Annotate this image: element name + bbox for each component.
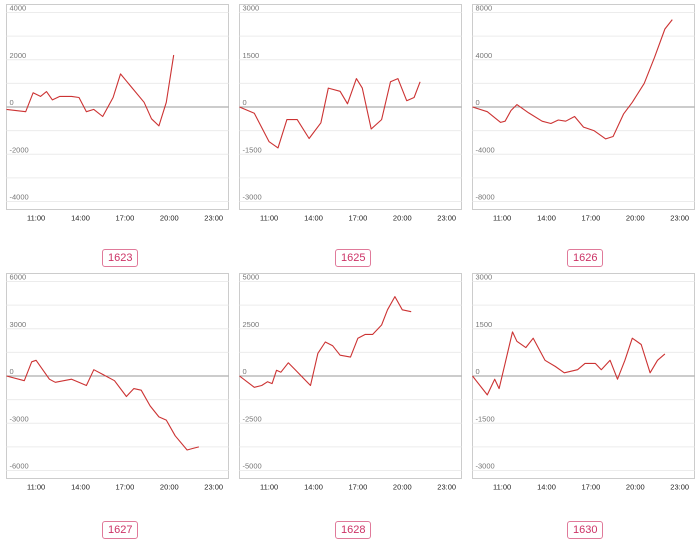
x-tick-label: 23:00	[670, 483, 689, 492]
y-tick-label: 0	[243, 98, 247, 107]
code-badge[interactable]: 1623	[102, 249, 139, 267]
y-tick-label: 8000	[476, 4, 493, 13]
code-badge[interactable]: 1630	[567, 521, 604, 539]
y-tick-label: 0	[10, 98, 14, 107]
x-tick-label: 11:00	[260, 214, 278, 223]
series-line	[472, 331, 666, 396]
y-tick-label: 0	[476, 98, 480, 107]
y-tick-label: -1500	[243, 145, 262, 154]
y-tick-label: -4000	[476, 145, 495, 154]
y-tick-label: -8000	[476, 193, 495, 202]
x-tick-label: 20:00	[393, 214, 412, 223]
chart-panel-1627: 6000 3000 0 -3000 -6000 11:00 14:00 17:00 20:00 2…	[6, 273, 230, 496]
y-tick-label: 0	[10, 367, 14, 376]
x-tick-label: 11:00	[27, 483, 45, 492]
y-tick-label: 4000	[476, 51, 493, 60]
x-tick-label: 20:00	[160, 483, 179, 492]
chart-svg-1625: 3000 1500 0 -1500 -3000 11:00 14:00 17:00 20:00 2…	[239, 4, 462, 223]
x-tick-label: 23:00	[670, 214, 689, 223]
x-tick-label: 14:00	[71, 483, 90, 492]
x-tick-label: 17:00	[349, 483, 368, 492]
x-tick-label: 20:00	[393, 483, 412, 492]
x-tick-label: 17:00	[582, 483, 601, 492]
series-line	[239, 296, 412, 388]
y-tick-label: 4000	[10, 4, 27, 13]
chart-panel-1626: 8000 4000 0 -4000 -8000 11:00 14:00 17:00 20:00 2…	[472, 4, 696, 227]
chart-panel-1625: 3000 1500 0 -1500 -3000 11:00 14:00 17:00 20:00 2…	[239, 4, 463, 227]
y-tick-label: 2000	[10, 51, 27, 60]
chart-svg-1630: 3000 1500 0 -1500 -3000 11:00 14:00 17:00 20:00 2…	[472, 273, 695, 492]
x-tick-label: 14:00	[304, 214, 323, 223]
x-tick-label: 11:00	[27, 214, 45, 223]
x-tick-label: 20:00	[160, 214, 179, 223]
x-tick-label: 11:00	[493, 214, 511, 223]
x-tick-label: 11:00	[260, 483, 278, 492]
y-tick-label: -3000	[243, 193, 262, 202]
chart-panel-1628: 5000 2500 0 -2500 -5000 11:00 14:00 17:00 20:00 2…	[239, 273, 463, 496]
chart-svg-1628: 5000 2500 0 -2500 -5000 11:00 14:00 17:00 20:00 2…	[239, 273, 462, 492]
y-tick-label: -3000	[10, 414, 29, 423]
chart-panel-1623: 4000 2000 0 -2000 -4000 11:00 14:00 17:00 20:00 2…	[6, 4, 230, 227]
y-tick-label: -1500	[476, 414, 495, 423]
y-tick-label: -3000	[476, 462, 495, 471]
y-tick-label: -2500	[243, 414, 262, 423]
y-tick-label: 0	[243, 367, 247, 376]
x-tick-label: 23:00	[204, 214, 223, 223]
y-tick-label: 5000	[243, 273, 260, 282]
x-tick-label: 17:00	[582, 214, 601, 223]
y-tick-label: 2500	[243, 320, 260, 329]
series-line	[239, 78, 421, 149]
y-tick-label: -5000	[243, 462, 262, 471]
y-tick-label: -6000	[10, 462, 29, 471]
series-line	[472, 19, 673, 140]
x-tick-label: 14:00	[537, 483, 556, 492]
x-tick-label: 17:00	[349, 214, 368, 223]
chart-svg-1626: 8000 4000 0 -4000 -8000 11:00 14:00 17:00 20:00 2…	[472, 4, 695, 223]
chart-panel-1630: 3000 1500 0 -1500 -3000 11:00 14:00 17:00 20:00 2…	[472, 273, 696, 496]
y-tick-label: 1500	[476, 320, 493, 329]
y-tick-label: 3000	[476, 273, 493, 282]
y-tick-label: 3000	[10, 320, 27, 329]
code-badge[interactable]: 1628	[335, 521, 372, 539]
y-tick-label: 3000	[243, 4, 260, 13]
x-tick-label: 17:00	[116, 483, 135, 492]
x-tick-label: 23:00	[204, 483, 223, 492]
x-tick-label: 23:00	[437, 214, 456, 223]
y-tick-label: -4000	[10, 193, 29, 202]
code-badge[interactable]: 1626	[567, 249, 604, 267]
chart-svg-1623: 4000 2000 0 -2000 -4000 11:00 14:00 17:00 20:00 2…	[6, 4, 229, 223]
x-tick-label: 23:00	[437, 483, 456, 492]
code-badge[interactable]: 1625	[335, 249, 372, 267]
series-line	[6, 54, 175, 127]
x-tick-label: 20:00	[626, 214, 645, 223]
y-tick-label: -2000	[10, 145, 29, 154]
x-tick-label: 14:00	[537, 214, 556, 223]
x-tick-label: 14:00	[304, 483, 323, 492]
x-tick-label: 17:00	[116, 214, 135, 223]
y-tick-label: 6000	[10, 273, 27, 282]
y-tick-label: 1500	[243, 51, 260, 60]
y-tick-label: 0	[476, 367, 480, 376]
x-tick-label: 11:00	[493, 483, 511, 492]
chart-svg-1627: 6000 3000 0 -3000 -6000 11:00 14:00 17:00 20:00 2…	[6, 273, 229, 492]
x-tick-label: 20:00	[626, 483, 645, 492]
x-tick-label: 14:00	[71, 214, 90, 223]
code-badge[interactable]: 1627	[102, 521, 139, 539]
series-line	[6, 359, 200, 451]
